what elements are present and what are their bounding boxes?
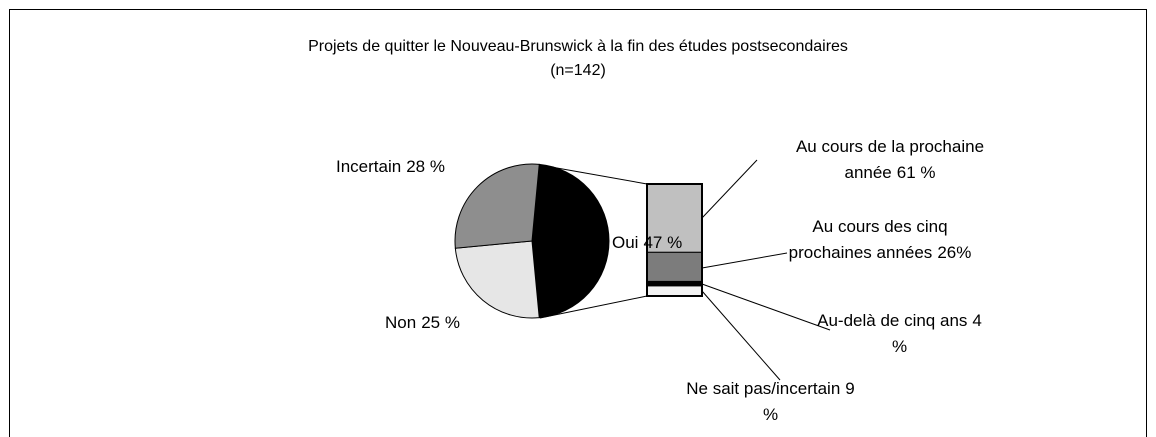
pie-slice (454, 240, 540, 319)
connector (539, 295, 648, 319)
data-label: Au cours de la prochaine année 61 % (790, 134, 990, 186)
data-label: Incertain 28 % (336, 154, 445, 180)
label-value: 9 % (762, 379, 855, 424)
pie-slice (454, 163, 540, 249)
data-label: Ne sait pas/incertain 9 % (683, 376, 858, 428)
label-category: Ne sait pas/incertain (686, 379, 841, 398)
bar-segment (646, 285, 703, 297)
label-value: 25 % (421, 313, 460, 332)
label-category: Au-delà de cinq ans (817, 311, 968, 330)
leader-line (701, 159, 758, 219)
data-label: Au cours des cinq prochaines années 26% (785, 214, 975, 266)
label-value: 47 % (643, 233, 683, 252)
label-category: Au cours de la prochaine année (795, 137, 985, 182)
chart-title: Projets de quitter le Nouveau-Brunswick … (308, 38, 848, 55)
label-category: Incertain (336, 157, 402, 176)
pie-slice (531, 163, 610, 319)
frame (9, 9, 1147, 437)
data-label: Oui 47 % (612, 230, 682, 256)
leader-line (701, 283, 831, 331)
leader-line (701, 290, 781, 381)
label-value: 4 % (891, 311, 982, 356)
label-value: 26% (937, 243, 972, 262)
data-label: Au-delà de cinq ans 4 % (817, 308, 982, 360)
bar-segment (646, 251, 703, 282)
label-category: Au cours des cinq prochaines années (788, 217, 948, 262)
data-label: Non 25 % (385, 310, 460, 336)
bar-outline (646, 183, 703, 297)
label-value: 28 % (406, 157, 445, 176)
bar-segment (646, 280, 703, 287)
label-category: Non (385, 313, 417, 332)
label-value: 61 % (896, 163, 936, 182)
label-category: Oui (612, 233, 639, 252)
leader-line (701, 252, 788, 269)
chart-subtitle: (n=142) (550, 62, 606, 79)
